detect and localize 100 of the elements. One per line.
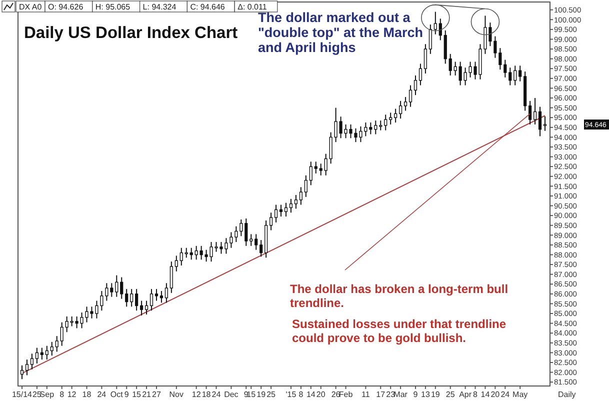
candlestick [379,120,382,131]
candlestick [289,198,293,214]
candlestick [194,245,198,260]
annotation: H: 95.065 [95,2,131,12]
x-tick-label: 19 [430,390,440,399]
candlestick [50,341,54,356]
candlestick [543,116,547,132]
candlestick [254,234,258,250]
x-tick-label: May [512,390,528,399]
x-tick-label: 8 [473,390,478,399]
annotation: C: 94.646 [190,2,226,12]
candlestick [424,44,428,74]
x-tick-label: 24 [212,390,222,399]
candlestick [444,30,447,64]
x-tick-label: Oct [110,390,124,399]
candlestick [240,218,243,237]
candlestick [428,24,432,54]
candlestick [384,114,388,131]
candlestick [244,218,248,246]
candlestick [55,336,58,352]
candlestick [394,108,398,123]
x-tick-label: 20 [490,390,500,399]
x-tick-label: 12 [67,390,77,399]
x-tick-label: 24 [97,390,107,399]
candlestick [105,282,108,302]
x-tick-label: 11 [362,390,370,399]
x-tick-label: 24 [500,390,510,399]
x-tick-label: 14 [306,390,316,399]
annotation: DX A0 [19,2,42,12]
candlestick [533,98,537,125]
candlestick [294,194,298,210]
x-tick-label: '15 [286,390,297,399]
candlestick [160,290,164,304]
candlestick [399,100,402,120]
x-tick-label: 15/14 [12,390,33,399]
candlestick [284,202,288,218]
candlestick [438,18,442,41]
candlestick [414,74,418,96]
candlestick [170,261,173,294]
candlestick [458,61,462,86]
x-tick-label: Dec [224,390,238,399]
annotation: L: 94.324 [142,2,177,12]
candlestick [144,300,148,315]
candlestick [319,163,322,176]
x-tick-label: 21 [142,390,152,399]
annotation: The dollar marked out a "double top" at the March and April highs [258,10,424,55]
x-tick-label: 8 [60,390,65,399]
candlestick [314,161,318,174]
annotation: Sustained losses under that trendline could prove to be gold bullish. [292,317,506,345]
candlestick [140,300,144,316]
candlestick [180,247,183,266]
candlestick [408,84,412,108]
candlestick [454,61,457,76]
x-tick-label: 25 [266,390,276,399]
candlestick [448,53,452,76]
candlestick [60,322,64,346]
candlestick [508,67,512,86]
candlestick [130,288,134,308]
candlestick [250,234,253,246]
candlestick [504,59,507,78]
candlestick [45,345,48,360]
annotation: O: 94.626 [48,2,84,12]
candlestick [35,347,38,364]
candlestick [190,247,193,260]
x-tick-label: 15 [132,390,142,399]
candlestick [40,347,44,360]
candlestick [174,255,178,272]
x-tick-label: 25 [446,390,456,399]
x-tick-label: 18 [202,390,212,399]
text: Daily [558,390,576,399]
x-tick-label: 25 [32,390,42,399]
x-tick-label: 23 [386,390,396,399]
x-tick-label: 26 [331,390,341,399]
candlestick [279,204,283,218]
x-tick-label: Feb [338,390,354,399]
candlestick [538,106,542,137]
x-tick-label: 15 [246,390,256,399]
x-tick-label: 9 [124,390,130,399]
candlestick [20,364,24,380]
candlestick [374,120,378,135]
candlestick [125,288,128,308]
x-tick-label: 13 [421,390,430,399]
candlestick [498,48,502,70]
candlestick [518,65,522,82]
x-tick-label: Sep [40,390,55,399]
candlestick [528,100,532,125]
x-tick-label: 8 [298,390,304,399]
candlestick [135,288,138,312]
candlestick [274,204,278,223]
x-tick-label: 9 [413,390,418,399]
x-tick-label: 12 [192,390,202,399]
x-tick-label: 27 [152,390,162,399]
candlestick [329,132,332,164]
candlestick [150,288,154,312]
x-tick-label: 20 [316,390,326,399]
candlestick [164,282,168,304]
x-tick-label: Nov [169,390,184,399]
text: Daily US Dollar Index Chart [24,24,238,42]
candlestick [65,316,68,333]
candlestick [110,282,114,298]
